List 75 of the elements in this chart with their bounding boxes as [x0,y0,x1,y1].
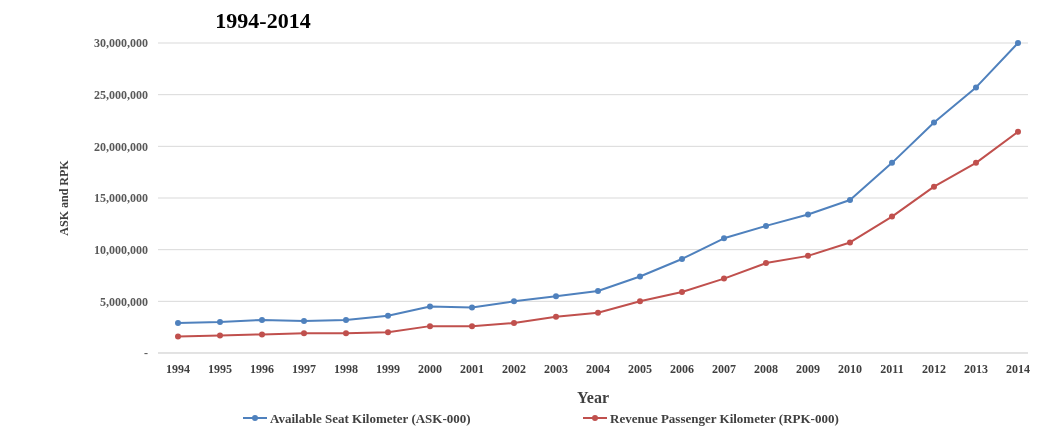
point [217,319,223,325]
legend-label: Available Seat Kilometer (ASK-000) [270,410,471,426]
x-tick-label: 2004 [586,362,610,376]
y-axis-title: ASK and RPK [57,159,71,236]
x-tick-label: 1998 [334,362,358,376]
point [595,288,601,294]
x-tick-label: 2013 [964,362,988,376]
point [889,159,895,166]
point [805,252,811,259]
point [301,317,307,324]
y-tick-label: 5,000,000 [100,294,148,309]
point [973,159,979,166]
point [931,183,937,190]
point [637,273,643,280]
point [469,304,475,311]
point [763,260,769,267]
point [889,213,895,220]
point [427,323,433,330]
point [511,298,517,305]
x-tick-label: 2005 [628,362,652,376]
point [847,197,853,204]
x-tick-label: 2002 [502,362,526,376]
x-tick-label: 2007 [712,362,736,376]
x-axis-title: Year [577,389,609,406]
point [343,316,349,323]
x-tick-label: 1999 [376,362,400,376]
x-tick-label: 1995 [208,362,232,376]
point [1015,128,1021,135]
y-tick-label: 30,000,000 [94,36,148,51]
point [259,331,265,338]
point [931,119,937,126]
x-tick-label: 2006 [670,362,694,376]
point [427,303,433,310]
x-tick-label: 2008 [754,362,778,376]
point [553,313,559,320]
x-tick-label: 1997 [292,362,316,376]
point [847,239,853,246]
point [973,84,979,91]
y-tick-label: 15,000,000 [94,191,148,206]
point [721,275,727,282]
point [469,323,475,330]
x-tick-label: 2003 [544,362,568,376]
point [679,255,685,262]
x-tick-label: 2009 [796,362,820,376]
point [259,316,265,323]
point [217,332,223,339]
x-tick-label: 2014 [1006,362,1030,376]
x-tick-label: 2012 [922,362,946,376]
y-tick-label: 20,000,000 [94,139,148,154]
point [385,312,391,319]
point [175,333,181,340]
point [175,320,181,327]
point [385,329,391,336]
point [595,309,601,316]
x-tick-label: 2000 [418,362,442,376]
point [721,235,727,242]
x-tick-label: 1996 [250,362,274,376]
point [553,293,559,300]
point [679,289,685,296]
legend-label: Revenue Passenger Kilometer (RPK-000) [610,410,839,426]
x-tick-label: 2010 [838,362,862,376]
point [805,211,811,218]
x-tick-label: 1994 [166,362,190,376]
point [511,320,517,327]
y-tick-label: - [144,346,148,361]
point [1015,40,1021,46]
point [301,330,307,337]
point [637,298,643,305]
point [763,222,769,229]
y-tick-label: 10,000,000 [94,242,148,257]
chart-title: 1994-2014 [215,8,311,33]
x-tick-label: 2001 [460,362,484,376]
x-tick-label: 2011 [880,362,904,376]
point [343,330,349,337]
y-tick-label: 25,000,000 [94,87,148,102]
